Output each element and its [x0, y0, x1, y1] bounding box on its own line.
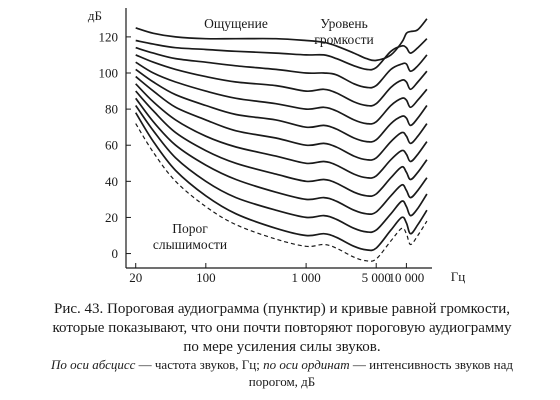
y-tick-label-5: 100 [99, 66, 119, 81]
x-tick-label-1: 100 [196, 270, 216, 285]
x-tick-label-4: 10 000 [389, 270, 425, 285]
annotation-threshold-2: слышимости [153, 237, 227, 252]
loudness-curve-11 [135, 38, 428, 71]
loudness-curve-12 [135, 18, 428, 62]
x-axis-description: — частота звуков, Гц; [135, 357, 264, 372]
caption-line-2: которые показывают, что они почти повтор… [52, 320, 512, 336]
loudness-curve-10 [135, 46, 428, 89]
x-tick-label-2: 1 000 [291, 270, 320, 285]
x-tick-label-0: 20 [129, 270, 142, 285]
axis-description: По оси абсцисс — частота звуков, Гц; по … [8, 356, 556, 390]
axis-description-line-1: По оси абсцисс — частота звуков, Гц; по … [8, 356, 556, 373]
loudness-curve-4 [135, 90, 428, 198]
x-tick-label-3: 5 000 [362, 270, 391, 285]
y-tick-label-1: 20 [105, 210, 118, 225]
annotation-loudness-level-2: громкости [314, 32, 373, 47]
axis-description-line-2: порогом, дБ [248, 374, 316, 389]
y-tick-label-2: 40 [105, 174, 118, 189]
loudness-curve-6 [135, 75, 428, 161]
y-axis-term: по оси ординат [263, 357, 350, 372]
loudness-curve-7 [135, 68, 428, 143]
loudness-curve-5 [135, 83, 428, 179]
caption-line-1: Рис. 43. Пороговая аудиограмма (пунктир)… [54, 301, 510, 317]
loudness-curve-9 [135, 54, 428, 107]
x-axis-unit: Гц [451, 269, 466, 284]
axes [125, 8, 432, 269]
x-axis-term: По оси абсцисс [51, 357, 136, 372]
y-tick-label-0: 0 [112, 246, 119, 261]
y-axis-unit: дБ [88, 8, 102, 23]
loudness-curve-1 [134, 112, 428, 252]
threshold-curve [135, 123, 428, 262]
figure-caption: Рис. 43. Пороговая аудиограмма (пунктир)… [8, 300, 556, 357]
annotation-loudness-level-1: Уровень [320, 16, 368, 31]
loudness-curve-8 [135, 61, 428, 125]
annotation-threshold-1: Порог [172, 221, 208, 236]
annotation-sensation: Ощущение [204, 16, 268, 31]
y-tick-label-4: 80 [105, 102, 118, 117]
curves [134, 18, 428, 262]
y-tick-label-6: 120 [99, 29, 119, 44]
y-axis-description: — интенсивность звуков над [349, 357, 513, 372]
caption-line-3: по мере усиления силы звуков. [183, 339, 381, 355]
loudness-curve-2 [135, 105, 428, 234]
loudness-curve-3 [135, 97, 428, 216]
y-tick-label-3: 60 [105, 138, 118, 153]
